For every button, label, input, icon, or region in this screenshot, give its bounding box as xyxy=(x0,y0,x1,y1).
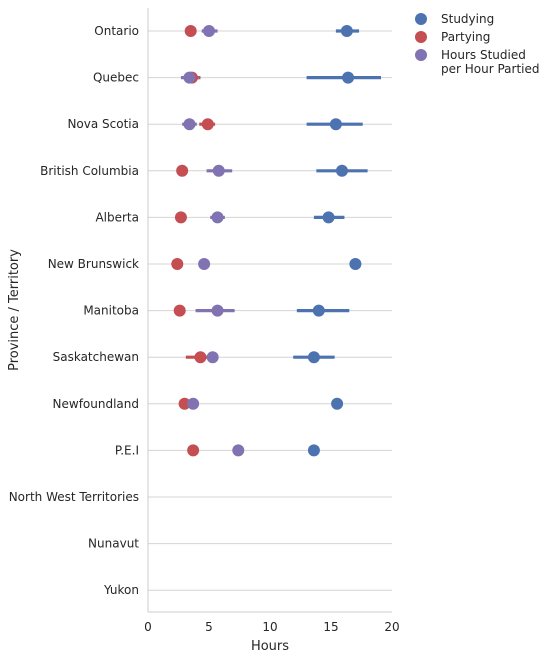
point-partying-new-brunswick xyxy=(171,258,184,270)
point-studying-newfoundland xyxy=(331,397,344,410)
y-tick-label-quebec: Quebec xyxy=(93,71,139,85)
point-studying-british-columbia xyxy=(335,164,348,177)
x-tick-label-10: 10 xyxy=(262,620,277,634)
legend-label-partying: Partying xyxy=(441,30,490,44)
point-partying-manitoba xyxy=(173,304,186,317)
point-hours-studied-newfoundland xyxy=(187,397,200,410)
data-points xyxy=(171,25,362,457)
legend-marker-partying xyxy=(415,31,427,43)
point-studying-new-brunswick xyxy=(349,258,362,270)
legend-label-studying: Studying xyxy=(441,12,494,26)
legend-label-line: per Hour Partied xyxy=(441,62,540,76)
point-hours-studied-quebec xyxy=(183,71,196,84)
point-hours-studied-manitoba xyxy=(211,304,224,317)
y-tick-label-north-west-territories: North West Territories xyxy=(9,490,139,504)
point-partying-british-columbia xyxy=(176,164,189,177)
x-tick-label-0: 0 xyxy=(144,620,152,634)
y-tick-label-manitoba: Manitoba xyxy=(83,304,139,318)
legend-marker-hours-studied xyxy=(415,49,427,61)
x-tick-label-15: 15 xyxy=(323,620,338,634)
point-hours-studied-new-brunswick xyxy=(198,258,211,270)
y-tick-label-p-e-i: P.E.I xyxy=(115,443,139,457)
y-tick-label-yukon: Yukon xyxy=(103,583,139,597)
y-tick-label-british-columbia: British Columbia xyxy=(40,164,139,178)
legend: Studying Partying Hours Studied per Hour Pa… xyxy=(415,12,540,76)
point-studying-ontario xyxy=(340,25,353,37)
point-studying-nova-scotia xyxy=(329,118,342,131)
point-partying-ontario xyxy=(184,25,197,37)
x-tick-label-5: 5 xyxy=(205,620,213,634)
y-axis-label: Province / Territory xyxy=(7,249,22,371)
x-tick-label-20: 20 xyxy=(384,620,399,634)
y-tick-label-saskatchewan: Saskatchewan xyxy=(53,350,139,364)
point-hours-studied-alberta xyxy=(211,211,224,224)
point-hours-studied-british-columbia xyxy=(212,164,225,177)
legend-label-line: Partying xyxy=(441,30,490,44)
legend-label-line: Hours Studied xyxy=(441,48,526,62)
y-tick-label-ontario: Ontario xyxy=(94,24,139,38)
point-studying-quebec xyxy=(342,71,355,84)
point-partying-newfoundland xyxy=(178,397,191,410)
point-partying-alberta xyxy=(174,211,187,224)
y-tick-label-newfoundland: Newfoundland xyxy=(53,397,139,411)
y-tick-label-nunavut: Nunavut xyxy=(88,537,139,551)
point-studying-manitoba xyxy=(312,304,325,317)
legend-label-hours-studied: Hours Studied per Hour Partied xyxy=(441,48,540,76)
point-studying-alberta xyxy=(322,211,335,224)
x-axis-label: Hours xyxy=(251,639,289,654)
legend-label-line: Studying xyxy=(441,12,494,26)
point-hours-studied-saskatchewan xyxy=(206,351,219,364)
tick-labels: Ontario Quebec Nova Scotia British Columbia… xyxy=(9,24,400,634)
y-tick-label-nova-scotia: Nova Scotia xyxy=(67,117,139,131)
y-tick-label-alberta: Alberta xyxy=(95,210,139,224)
point-partying-p-e-i xyxy=(187,444,200,457)
point-hours-studied-nova-scotia xyxy=(183,118,196,131)
point-hours-studied-p-e-i xyxy=(232,444,245,457)
axes xyxy=(147,8,392,613)
point-partying-nova-scotia xyxy=(201,118,214,131)
point-studying-saskatchewan xyxy=(307,351,320,364)
point-hours-studied-ontario xyxy=(203,25,215,37)
point-partying-saskatchewan xyxy=(194,351,207,364)
point-studying-p-e-i xyxy=(307,444,320,457)
legend-marker-studying xyxy=(415,13,427,25)
y-tick-label-new-brunswick: New Brunswick xyxy=(48,257,139,271)
